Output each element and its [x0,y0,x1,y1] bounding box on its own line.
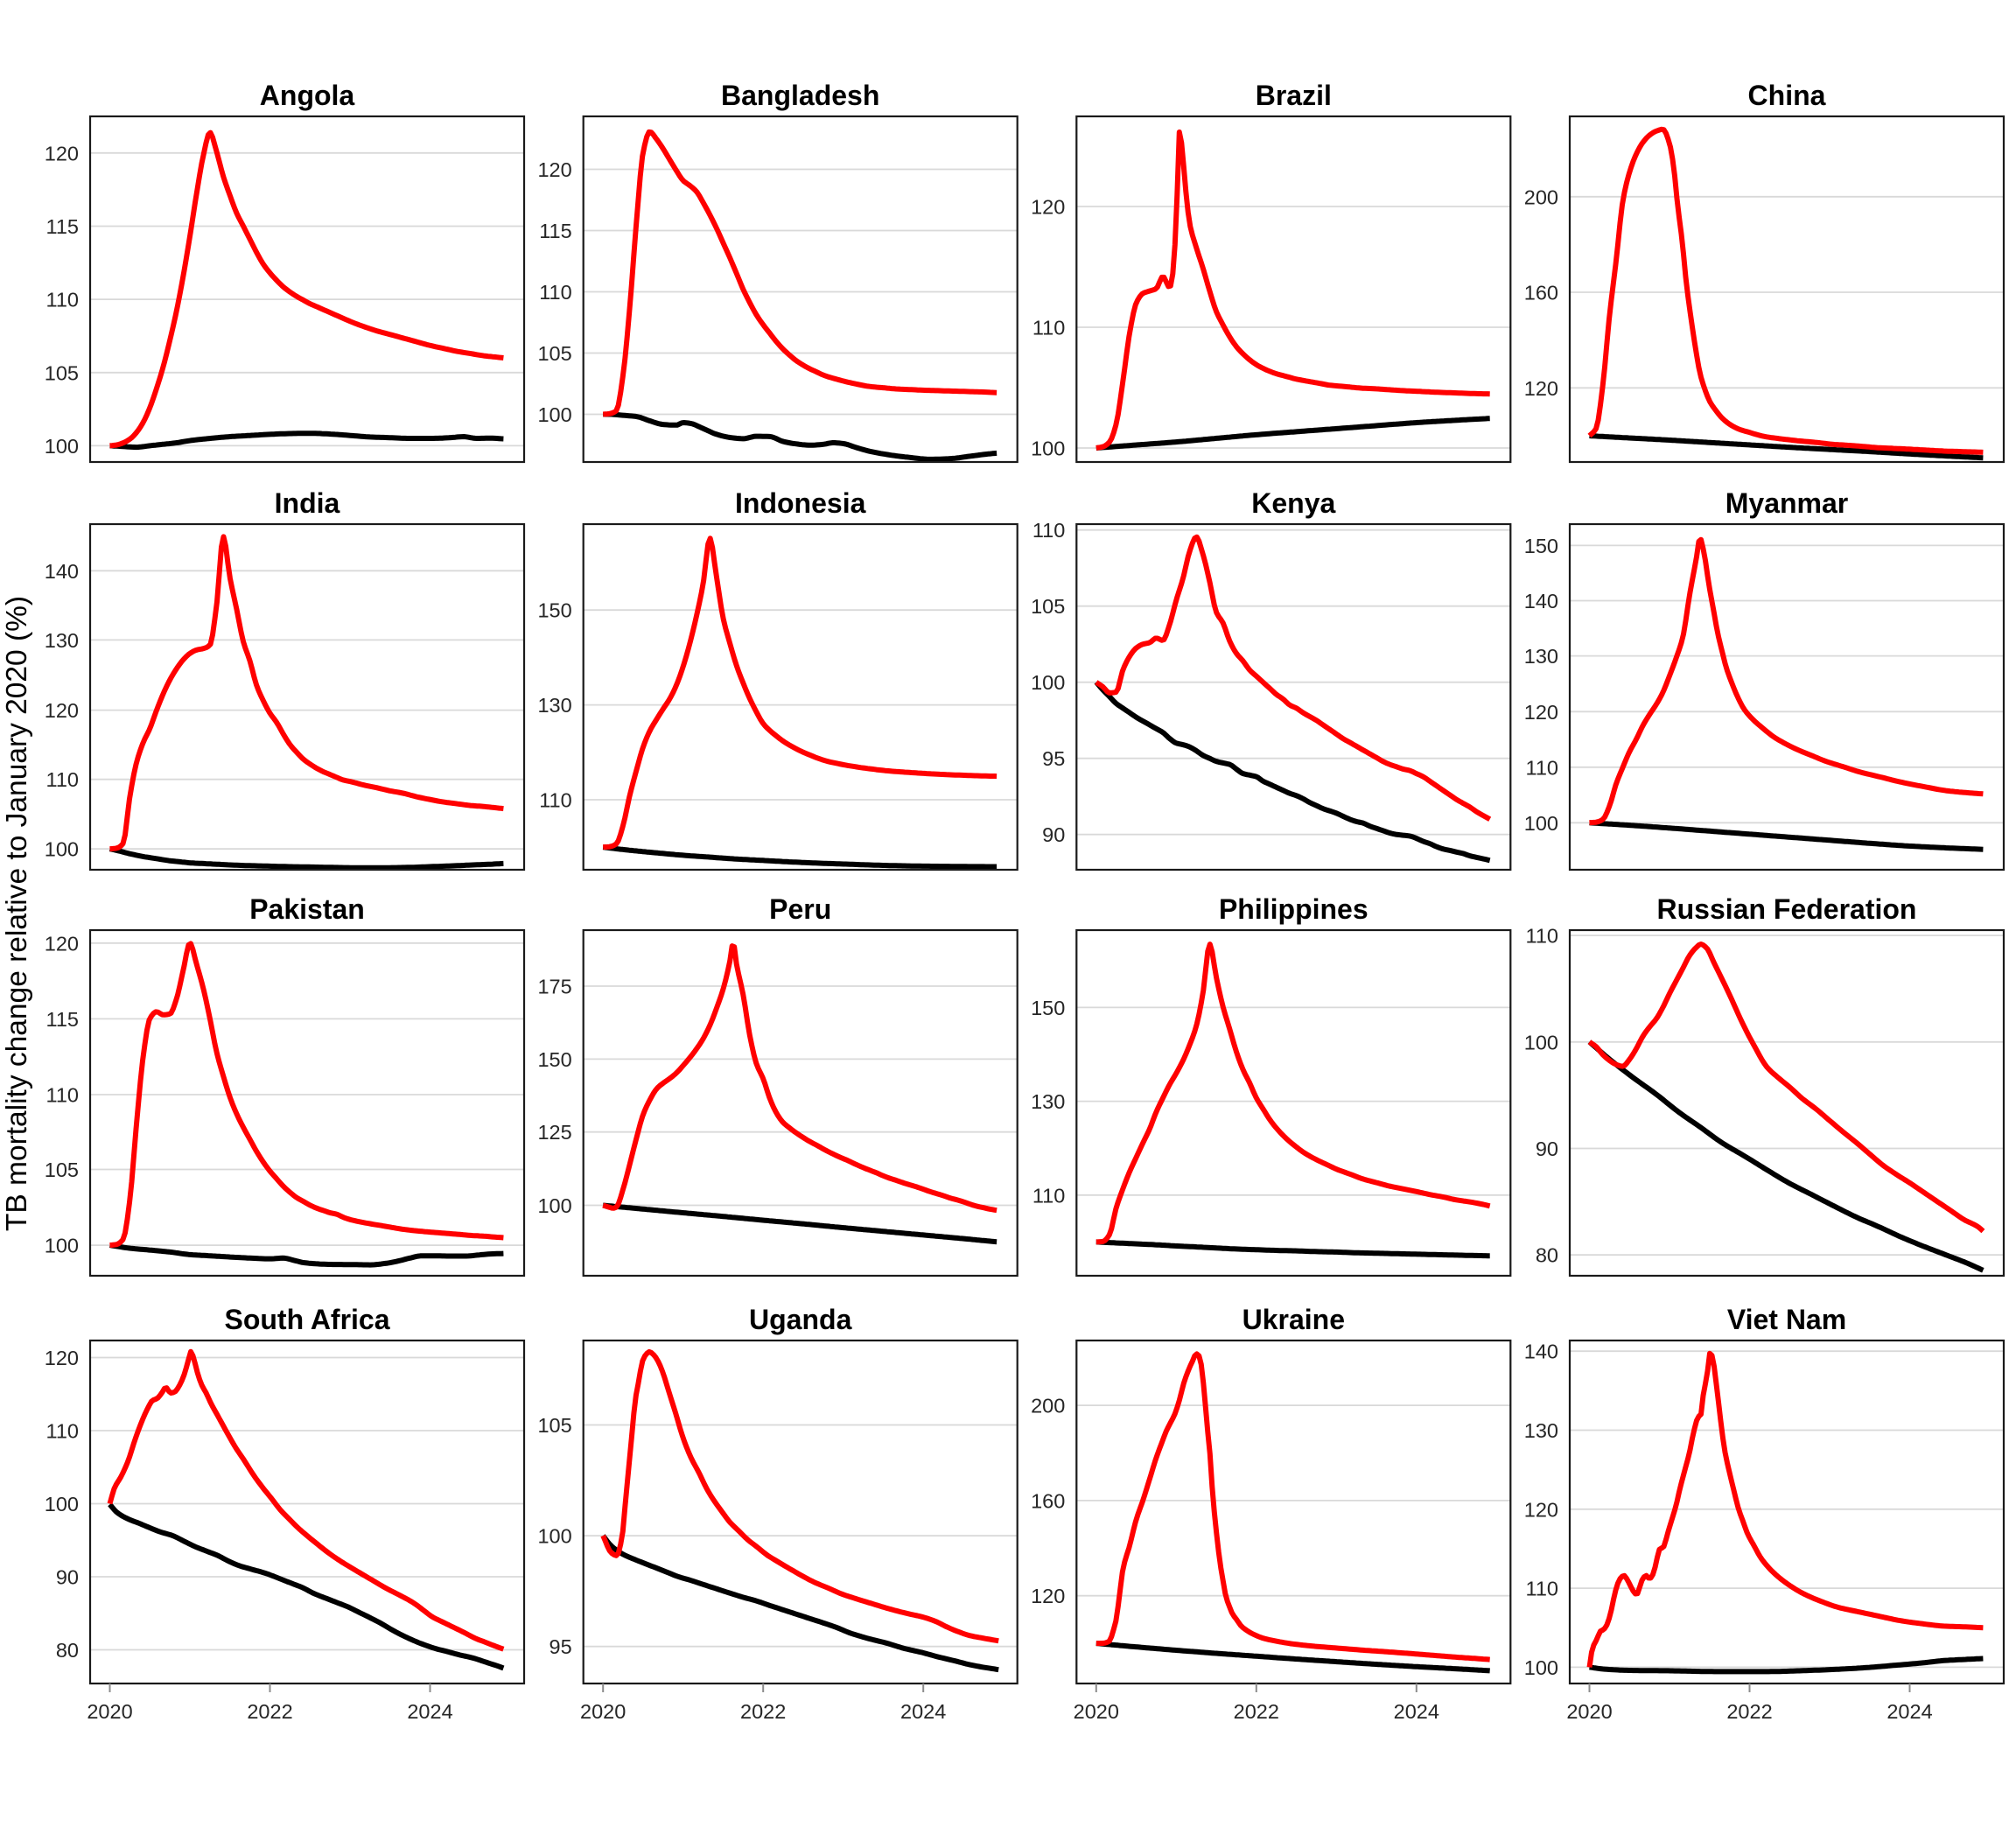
svg-text:Uganda: Uganda [749,1304,852,1335]
svg-text:110: 110 [1526,756,1558,779]
svg-text:150: 150 [1031,997,1065,1019]
svg-text:95: 95 [1042,747,1065,770]
svg-text:TB mortality change relative t: TB mortality change relative to January … [1,596,33,1231]
svg-text:140: 140 [1524,590,1558,612]
svg-text:130: 130 [45,629,79,652]
svg-text:125: 125 [537,1121,571,1144]
svg-text:100: 100 [45,435,79,458]
svg-text:100: 100 [45,1235,79,1257]
svg-text:150: 150 [537,599,571,622]
svg-text:2020: 2020 [87,1700,132,1723]
svg-text:105: 105 [45,361,79,384]
svg-text:140: 140 [1524,1340,1558,1363]
svg-text:100: 100 [1524,812,1558,835]
svg-text:India: India [275,487,340,519]
svg-text:110: 110 [1032,317,1065,340]
svg-text:120: 120 [45,932,79,955]
svg-text:South Africa: South Africa [224,1304,389,1335]
svg-text:110: 110 [46,1084,79,1107]
svg-text:2022: 2022 [740,1700,786,1723]
svg-text:120: 120 [1031,196,1065,219]
svg-text:110: 110 [46,1420,79,1443]
svg-text:150: 150 [537,1048,571,1071]
svg-text:2020: 2020 [1566,1700,1612,1723]
svg-text:130: 130 [1031,1090,1065,1113]
svg-text:105: 105 [537,342,571,365]
svg-text:175: 175 [537,976,571,998]
svg-text:100: 100 [45,1493,79,1516]
svg-text:110: 110 [1526,925,1558,948]
svg-text:110: 110 [1032,1184,1065,1207]
svg-text:120: 120 [45,699,79,722]
svg-text:80: 80 [56,1639,79,1662]
svg-text:2024: 2024 [1886,1700,1932,1723]
svg-text:Indonesia: Indonesia [735,487,866,519]
svg-text:115: 115 [539,220,571,242]
svg-text:95: 95 [550,1635,572,1658]
svg-text:Bangladesh: Bangladesh [721,80,879,111]
svg-text:2024: 2024 [900,1700,946,1723]
svg-text:200: 200 [1524,186,1558,208]
svg-text:Brazil: Brazil [1256,80,1332,111]
svg-text:100: 100 [45,838,79,861]
svg-text:China: China [1748,80,1826,111]
svg-text:100: 100 [1524,1656,1558,1679]
svg-text:115: 115 [46,1008,79,1031]
svg-text:Philippines: Philippines [1219,893,1368,925]
svg-text:Pakistan: Pakistan [249,893,365,925]
svg-text:100: 100 [537,1525,571,1548]
svg-text:90: 90 [1536,1138,1558,1160]
svg-text:110: 110 [46,768,79,791]
svg-text:Ukraine: Ukraine [1242,1304,1345,1335]
svg-text:110: 110 [539,281,571,304]
svg-text:100: 100 [537,1194,571,1217]
svg-text:130: 130 [537,694,571,717]
svg-text:120: 120 [45,142,79,164]
svg-text:2022: 2022 [1726,1700,1772,1723]
svg-text:Angola: Angola [260,80,355,111]
svg-text:Viet Nam: Viet Nam [1727,1304,1846,1335]
svg-text:100: 100 [1524,1031,1558,1054]
svg-text:110: 110 [1526,1578,1558,1600]
svg-text:90: 90 [56,1566,79,1589]
svg-text:Russian Federation: Russian Federation [1657,893,1917,925]
svg-text:Kenya: Kenya [1251,487,1335,519]
svg-text:140: 140 [45,560,79,583]
svg-text:80: 80 [1536,1244,1558,1267]
svg-text:2020: 2020 [1074,1700,1119,1723]
svg-text:2022: 2022 [247,1700,292,1723]
svg-text:120: 120 [45,1347,79,1369]
svg-text:160: 160 [1031,1489,1065,1512]
svg-text:100: 100 [537,403,571,426]
svg-text:120: 120 [1524,701,1558,724]
svg-text:110: 110 [1032,519,1065,542]
svg-text:110: 110 [539,789,571,812]
svg-text:2024: 2024 [1394,1700,1439,1723]
svg-text:130: 130 [1524,645,1558,668]
svg-text:100: 100 [1031,671,1065,694]
svg-text:2020: 2020 [580,1700,626,1723]
svg-text:105: 105 [45,1158,79,1181]
svg-text:90: 90 [1042,823,1065,846]
svg-text:120: 120 [1031,1585,1065,1607]
svg-text:Myanmar: Myanmar [1726,487,1849,519]
svg-text:105: 105 [537,1414,571,1437]
svg-text:Peru: Peru [769,893,831,925]
svg-text:110: 110 [46,289,79,312]
svg-text:130: 130 [1524,1419,1558,1442]
svg-text:150: 150 [1524,535,1558,557]
svg-text:160: 160 [1524,282,1558,304]
svg-text:2022: 2022 [1234,1700,1279,1723]
svg-text:2024: 2024 [407,1700,452,1723]
svg-text:200: 200 [1031,1395,1065,1418]
svg-text:120: 120 [1524,1498,1558,1521]
svg-text:100: 100 [1031,438,1065,460]
svg-text:120: 120 [1524,377,1558,400]
svg-text:120: 120 [537,158,571,181]
svg-text:115: 115 [46,215,79,238]
svg-text:105: 105 [1031,595,1065,618]
